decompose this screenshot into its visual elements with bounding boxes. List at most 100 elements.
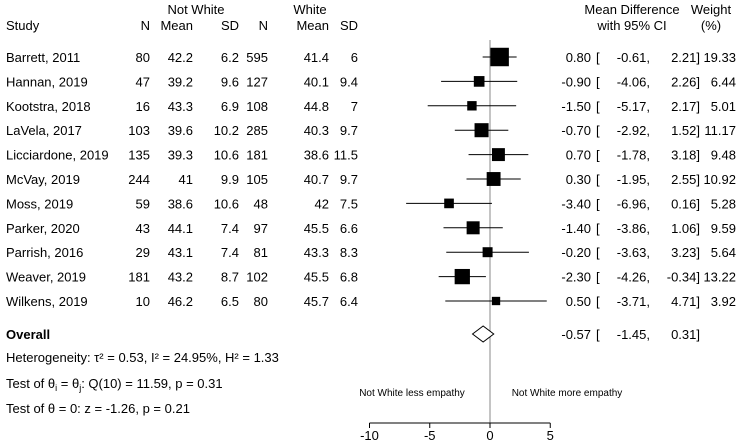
weight: 10.92 <box>703 172 736 187</box>
study-name: Wilkens, 2019 <box>6 294 88 309</box>
weight: 13.22 <box>703 270 736 285</box>
header-mean-white: Mean <box>296 18 329 33</box>
header-not-white: Not White <box>167 2 224 17</box>
ci-high: -0.34] <box>667 270 700 285</box>
effect-estimate: -2.30 <box>561 270 591 285</box>
mean-not-white: 43.2 <box>168 270 193 285</box>
weight: 9.48 <box>711 148 736 163</box>
mean-not-white: 43.3 <box>168 99 193 114</box>
n-white: 595 <box>246 50 268 65</box>
n-white: 181 <box>246 148 268 163</box>
n-white: 81 <box>254 245 268 260</box>
ci-bracket: [ <box>596 172 600 187</box>
mean-white: 40.7 <box>304 172 329 187</box>
ci-low: -4.06, <box>617 74 650 89</box>
effect-marker <box>466 221 480 235</box>
effect-marker <box>491 296 501 306</box>
ci-low: -1.78, <box>617 148 650 163</box>
effect-estimate: -0.20 <box>561 245 591 260</box>
sd-not-white: 6.5 <box>221 294 239 309</box>
effect-estimate: -1.40 <box>561 221 591 236</box>
ci-low: -3.86, <box>617 221 650 236</box>
sd-not-white: 9.6 <box>221 74 239 89</box>
effect-estimate: -0.70 <box>561 123 591 138</box>
sd-not-white: 6.2 <box>221 50 239 65</box>
sd-white: 7.5 <box>340 196 358 211</box>
header-white: White <box>293 2 326 17</box>
study-name: Hannan, 2019 <box>6 74 88 89</box>
effect-marker <box>490 47 509 67</box>
effect-marker <box>444 198 454 209</box>
ci-bracket: [ <box>596 74 600 89</box>
mean-white: 40.1 <box>304 74 329 89</box>
mean-not-white: 44.1 <box>168 221 193 236</box>
sd-white: 9.4 <box>340 74 358 89</box>
effect-marker <box>467 101 477 111</box>
effect-estimate: -0.90 <box>561 74 591 89</box>
x-tick-label: -10 <box>360 428 379 440</box>
study-name: Licciardone, 2019 <box>6 148 109 163</box>
n-not-white: 80 <box>136 50 150 65</box>
n-white: 102 <box>246 270 268 285</box>
ci-high: 1.06] <box>671 221 700 236</box>
weight: 3.92 <box>711 294 736 309</box>
sd-not-white: 10.2 <box>214 123 239 138</box>
ci-low: -3.71, <box>617 294 650 309</box>
mean-white: 40.3 <box>304 123 329 138</box>
overall-ci-high: 0.31] <box>671 327 700 342</box>
sd-not-white: 8.7 <box>221 270 239 285</box>
mean-not-white: 39.2 <box>168 74 193 89</box>
favor-right-label: Not White more empathy <box>512 388 623 399</box>
effect-estimate: 0.70 <box>566 148 591 163</box>
header-effect-line1: Mean Difference <box>584 2 679 17</box>
sd-white: 6.8 <box>340 270 358 285</box>
ci-low: -4.26, <box>617 270 650 285</box>
n-not-white: 135 <box>128 148 150 163</box>
mean-white: 43.3 <box>304 245 329 260</box>
mean-white: 45.5 <box>304 221 329 236</box>
mean-white: 42 <box>315 196 329 211</box>
mean-white: 44.8 <box>304 99 329 114</box>
study-name: McVay, 2019 <box>6 172 80 187</box>
header-study: Study <box>6 18 40 33</box>
weight: 6.44 <box>711 74 736 89</box>
effect-marker <box>486 172 501 186</box>
study-row: Kootstra, 2018 16 43.3 6.9 108 44.8 7 -1.50 -5.1… <box>6 99 736 114</box>
header-effect-line2: with 95% CI <box>596 18 666 33</box>
mean-not-white: 39.6 <box>168 123 193 138</box>
sd-not-white: 10.6 <box>214 196 239 211</box>
overall-label: Overall <box>6 327 50 342</box>
n-not-white: 10 <box>136 294 150 309</box>
weight: 9.59 <box>711 221 736 236</box>
sd-not-white: 10.6 <box>214 148 239 163</box>
n-white: 97 <box>254 221 268 236</box>
ci-low: -5.17, <box>617 99 650 114</box>
ci-low: -3.63, <box>617 245 650 260</box>
study-name: Moss, 2019 <box>6 196 73 211</box>
header-sd-white: SD <box>340 18 358 33</box>
sd-white: 6.6 <box>340 221 358 236</box>
mean-not-white: 43.1 <box>168 245 193 260</box>
ci-high: 2.55] <box>671 172 700 187</box>
ci-bracket: [ <box>596 270 600 285</box>
ci-bracket: [ <box>596 221 600 236</box>
study-name: Kootstra, 2018 <box>6 99 91 114</box>
sd-not-white: 6.9 <box>221 99 239 114</box>
ci-bracket: [ <box>596 245 600 260</box>
n-not-white: 244 <box>128 172 150 187</box>
x-tick-label: 5 <box>547 428 554 440</box>
n-not-white: 43 <box>136 221 150 236</box>
effect-estimate: 0.80 <box>566 50 591 65</box>
effect-marker <box>473 76 485 87</box>
effect-estimate: 0.50 <box>566 294 591 309</box>
header-mean-not-white: Mean <box>160 18 193 33</box>
study-rows: Barrett, 2011 80 42.2 6.2 595 41.4 6 0.80 -0.61,… <box>6 50 736 309</box>
study-name: Weaver, 2019 <box>6 270 86 285</box>
sd-white: 9.7 <box>340 172 358 187</box>
header-weight-line2: (%) <box>701 18 721 33</box>
effect-marker <box>491 148 505 162</box>
overall-ci-low: -1.45, <box>617 327 650 342</box>
study-row: Weaver, 2019 181 43.2 8.7 102 45.5 6.8 -2.30 -4.… <box>6 270 736 285</box>
overall-test-note: Test of θ = 0: z = -1.26, p = 0.21 <box>6 401 190 416</box>
